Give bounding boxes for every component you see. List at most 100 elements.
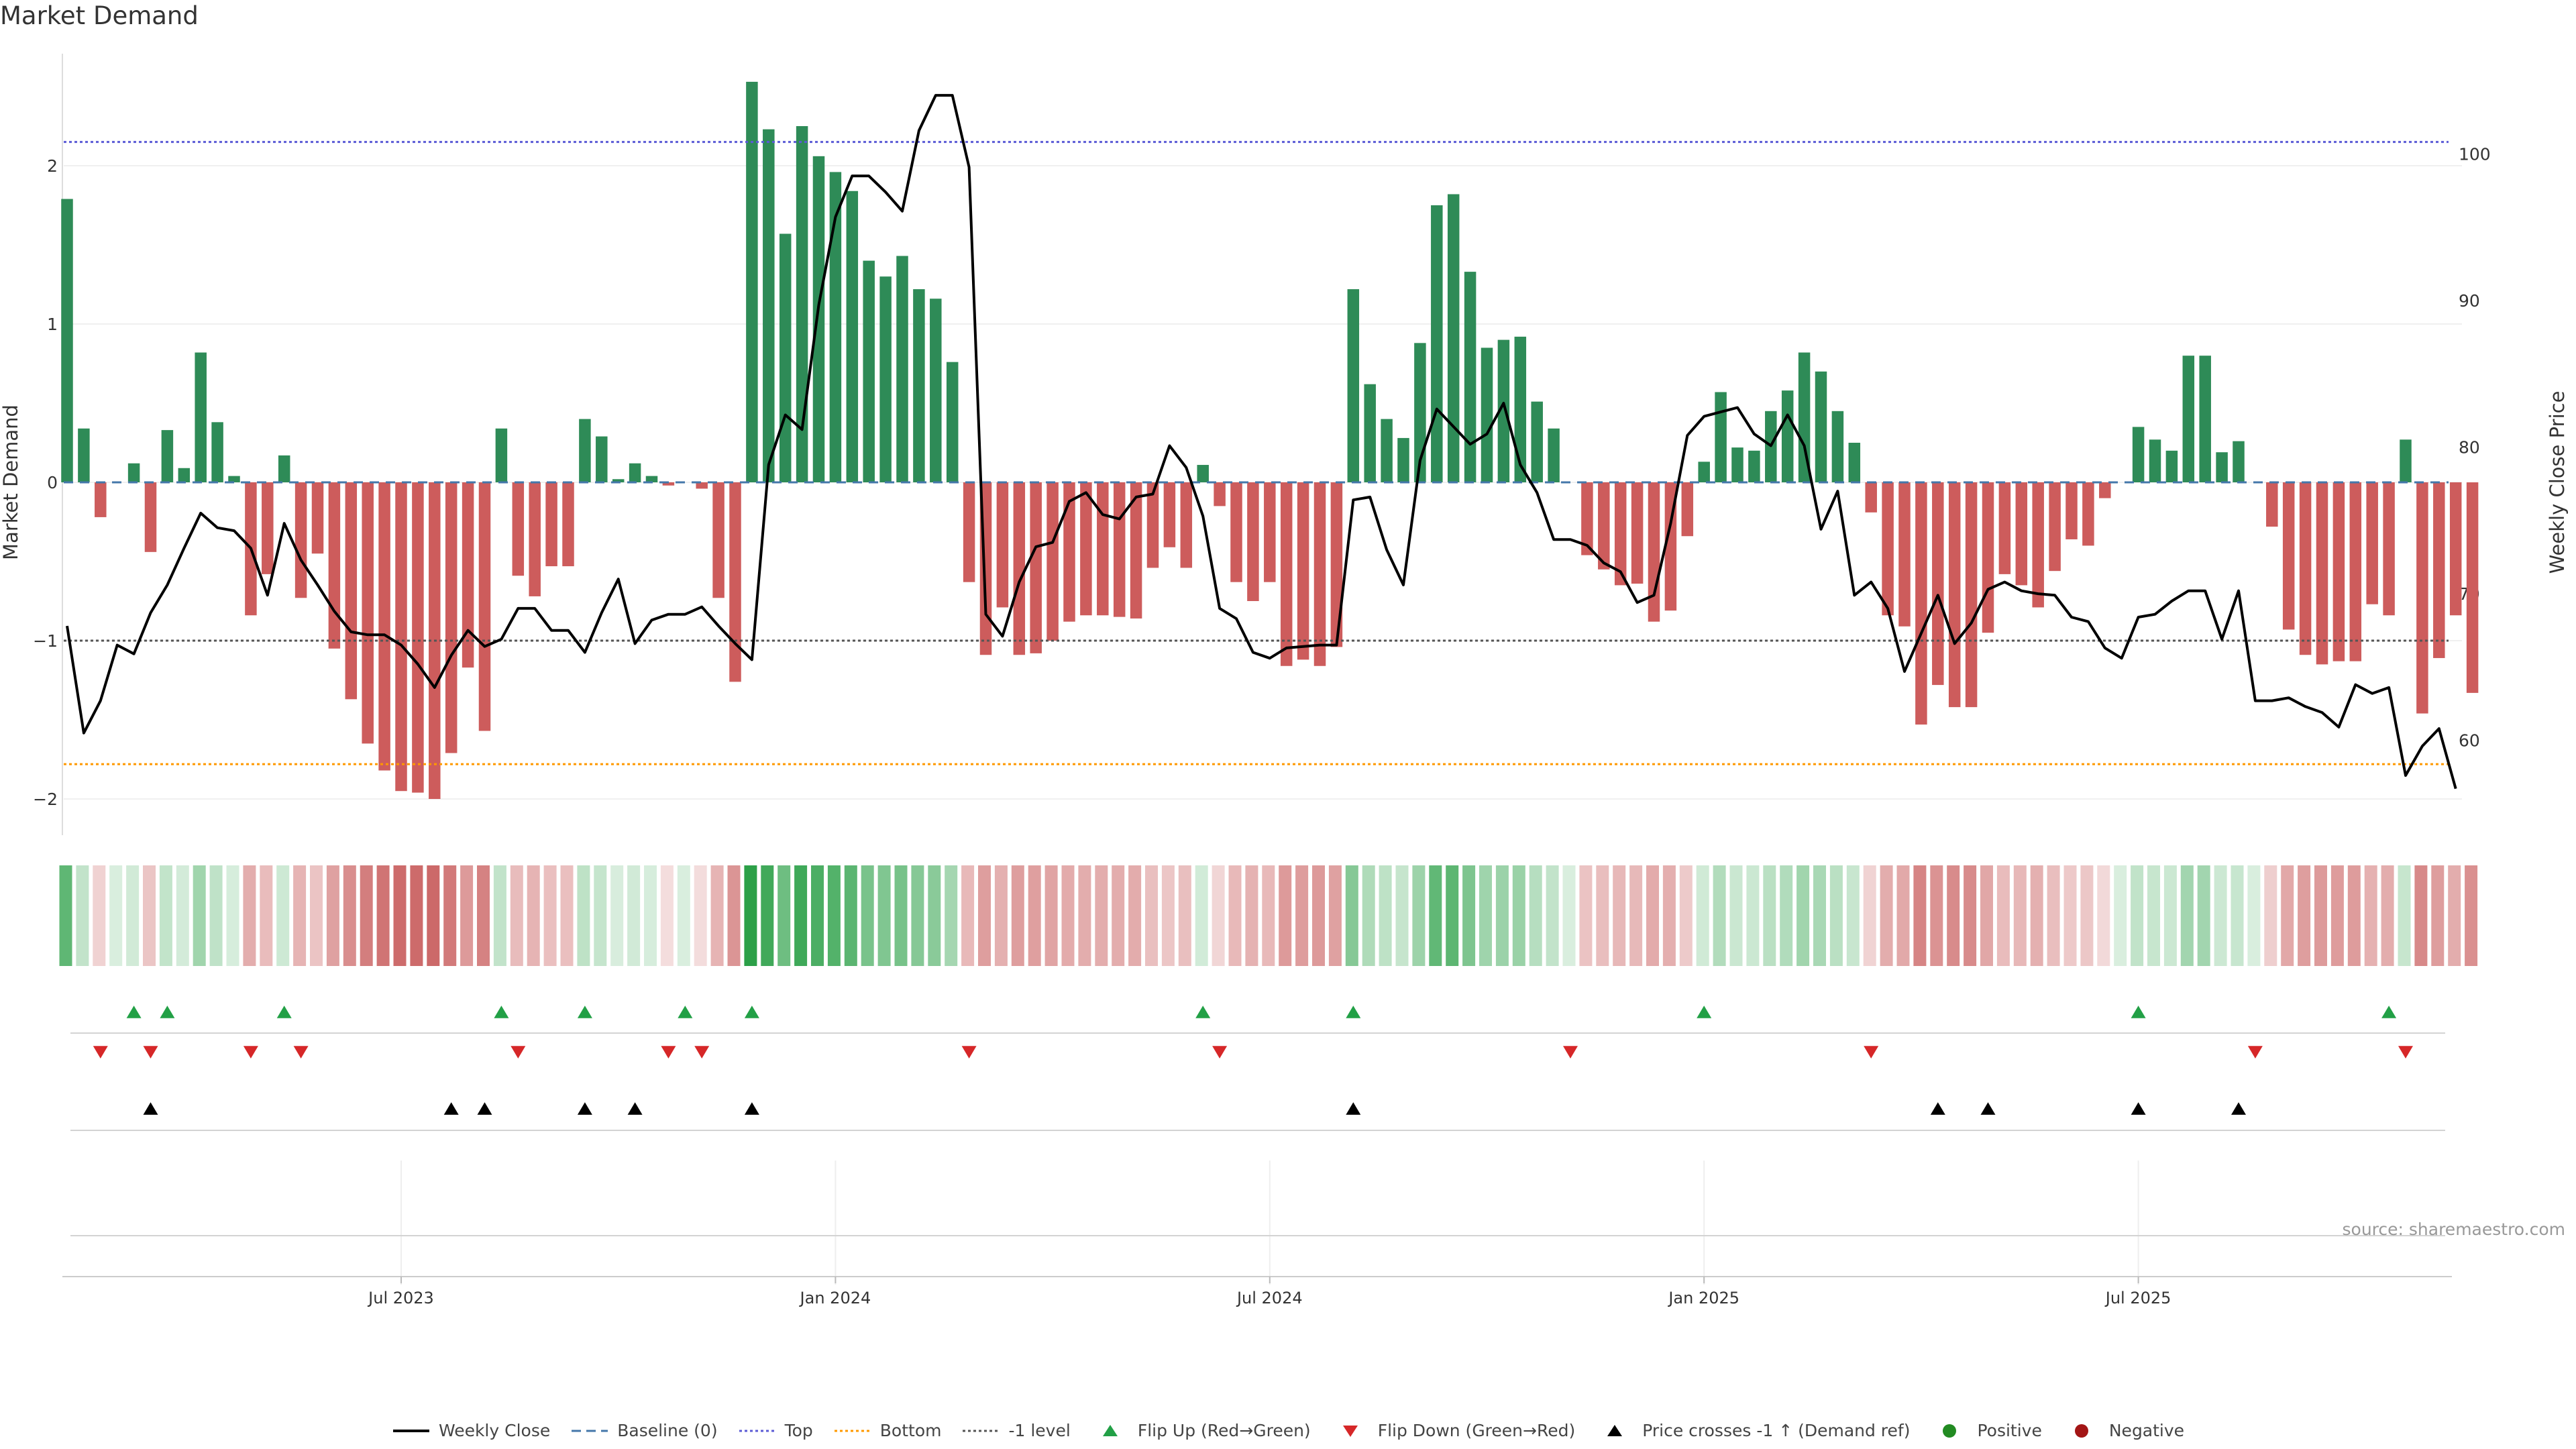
heat-cell [410, 865, 423, 966]
demand-bar [896, 256, 908, 482]
demand-bar [1397, 437, 1409, 482]
demand-bar [2216, 452, 2228, 482]
demand-bar [1781, 390, 1794, 482]
heat-cell [343, 865, 356, 966]
heat-cell [176, 865, 189, 966]
demand-bar [61, 199, 73, 482]
heat-cell [1061, 865, 1075, 966]
heat-cell [1078, 865, 1091, 966]
heat-cell [761, 865, 774, 966]
heat-cell [1395, 865, 1409, 966]
heat-cell [1479, 865, 1492, 966]
demand-bar [362, 482, 374, 744]
demand-bar [2282, 482, 2295, 630]
demand-bar [445, 482, 458, 753]
heat-cell [2281, 865, 2294, 966]
demand-bar [2165, 450, 2178, 482]
legend-label: Flip Up (Red→Green) [1137, 1421, 1311, 1440]
heat-cell [1763, 865, 1776, 966]
heat-cell [1112, 865, 1125, 966]
heat-cell [1662, 865, 1676, 966]
heat-cell [1913, 865, 1927, 966]
heat-cell [1245, 865, 1258, 966]
heat-cell [861, 865, 874, 966]
demand-bar [161, 430, 174, 482]
demand-bar [1013, 482, 1026, 655]
flip-down-marker [93, 1046, 108, 1059]
demand-bar [796, 126, 808, 482]
demand-bar [2132, 427, 2145, 482]
heat-cell [1128, 865, 1142, 966]
heat-cell [2330, 865, 2344, 966]
y-tick-label: 1 [47, 315, 58, 334]
price-cross-marker [477, 1102, 492, 1115]
heat-cell [844, 865, 857, 966]
demand-bar [2416, 482, 2428, 714]
heat-cell [727, 865, 741, 966]
demand-bar [211, 422, 223, 482]
heat-cell [1964, 865, 1977, 966]
heat-cell [109, 865, 123, 966]
heat-cell [1880, 865, 1893, 966]
legend-item: Baseline (0) [570, 1421, 718, 1440]
heat-cell [1562, 865, 1576, 966]
heat-cell [1178, 865, 1191, 966]
demand-bar [562, 482, 574, 567]
demand-bar [1197, 465, 1209, 482]
price-cross-marker [627, 1102, 643, 1115]
heat-cell [2231, 865, 2244, 966]
demand-bar [1447, 194, 1460, 482]
flip-down-marker [1563, 1046, 1578, 1059]
heat-cell [827, 865, 841, 966]
demand-bar [1097, 482, 1109, 616]
heat-cell [1696, 865, 1709, 966]
heat-cell [1980, 865, 1993, 966]
legend-label: Baseline (0) [617, 1421, 718, 1440]
heat-cell [2080, 865, 2094, 966]
heat-cell [360, 865, 373, 966]
y-tick-label: 0 [47, 473, 58, 492]
demand-bar [2366, 482, 2378, 604]
heat-cell [2414, 865, 2428, 966]
demand-bar [579, 419, 591, 482]
y2-tick-label: 60 [2459, 731, 2480, 751]
heat-cell [393, 865, 407, 966]
x-tick-label: Jul 2024 [1236, 1289, 1303, 1307]
demand-bar [78, 428, 90, 482]
heat-cell [2431, 865, 2445, 966]
legend-item: Price crosses -1 ↑ (Demand ref) [1595, 1421, 1910, 1440]
flip-down-marker [2398, 1046, 2413, 1059]
heat-cell [2197, 865, 2210, 966]
demand-bar [1631, 482, 1644, 584]
demand-bar [645, 476, 658, 482]
demand-bar [278, 455, 290, 482]
demand-bar [1497, 339, 1510, 482]
legend-item: Negative [2062, 1421, 2184, 1440]
demand-bar [746, 81, 758, 483]
heat-cell [1429, 865, 1442, 966]
dotted-line-blue-icon [738, 1423, 777, 1439]
demand-bar [996, 482, 1009, 608]
flip-up-marker [577, 1006, 592, 1018]
demand-bar [545, 482, 557, 567]
heat-cell [443, 865, 457, 966]
heat-cell [1813, 865, 1826, 966]
legend: Weekly Close Baseline (0) Top Bottom -1 leve… [0, 1421, 2576, 1440]
demand-bar [662, 482, 675, 486]
heat-cell [610, 865, 624, 966]
demand-bar [812, 156, 825, 482]
chart-title: Market Demand [0, 1, 199, 30]
heat-cell [1279, 865, 1292, 966]
demand-bar [1731, 447, 1743, 482]
dot-red-icon [2062, 1423, 2101, 1439]
heat-cell [594, 865, 607, 966]
demand-bar [1230, 482, 1242, 582]
heat-cell [1529, 865, 1542, 966]
heat-cell [1746, 865, 1760, 966]
demand-bar [2299, 482, 2312, 655]
demand-bar [395, 482, 407, 792]
demand-bar [1364, 384, 1376, 482]
demand-bar [1180, 482, 1193, 568]
heat-cell [1546, 865, 1559, 966]
demand-bar [378, 482, 390, 771]
